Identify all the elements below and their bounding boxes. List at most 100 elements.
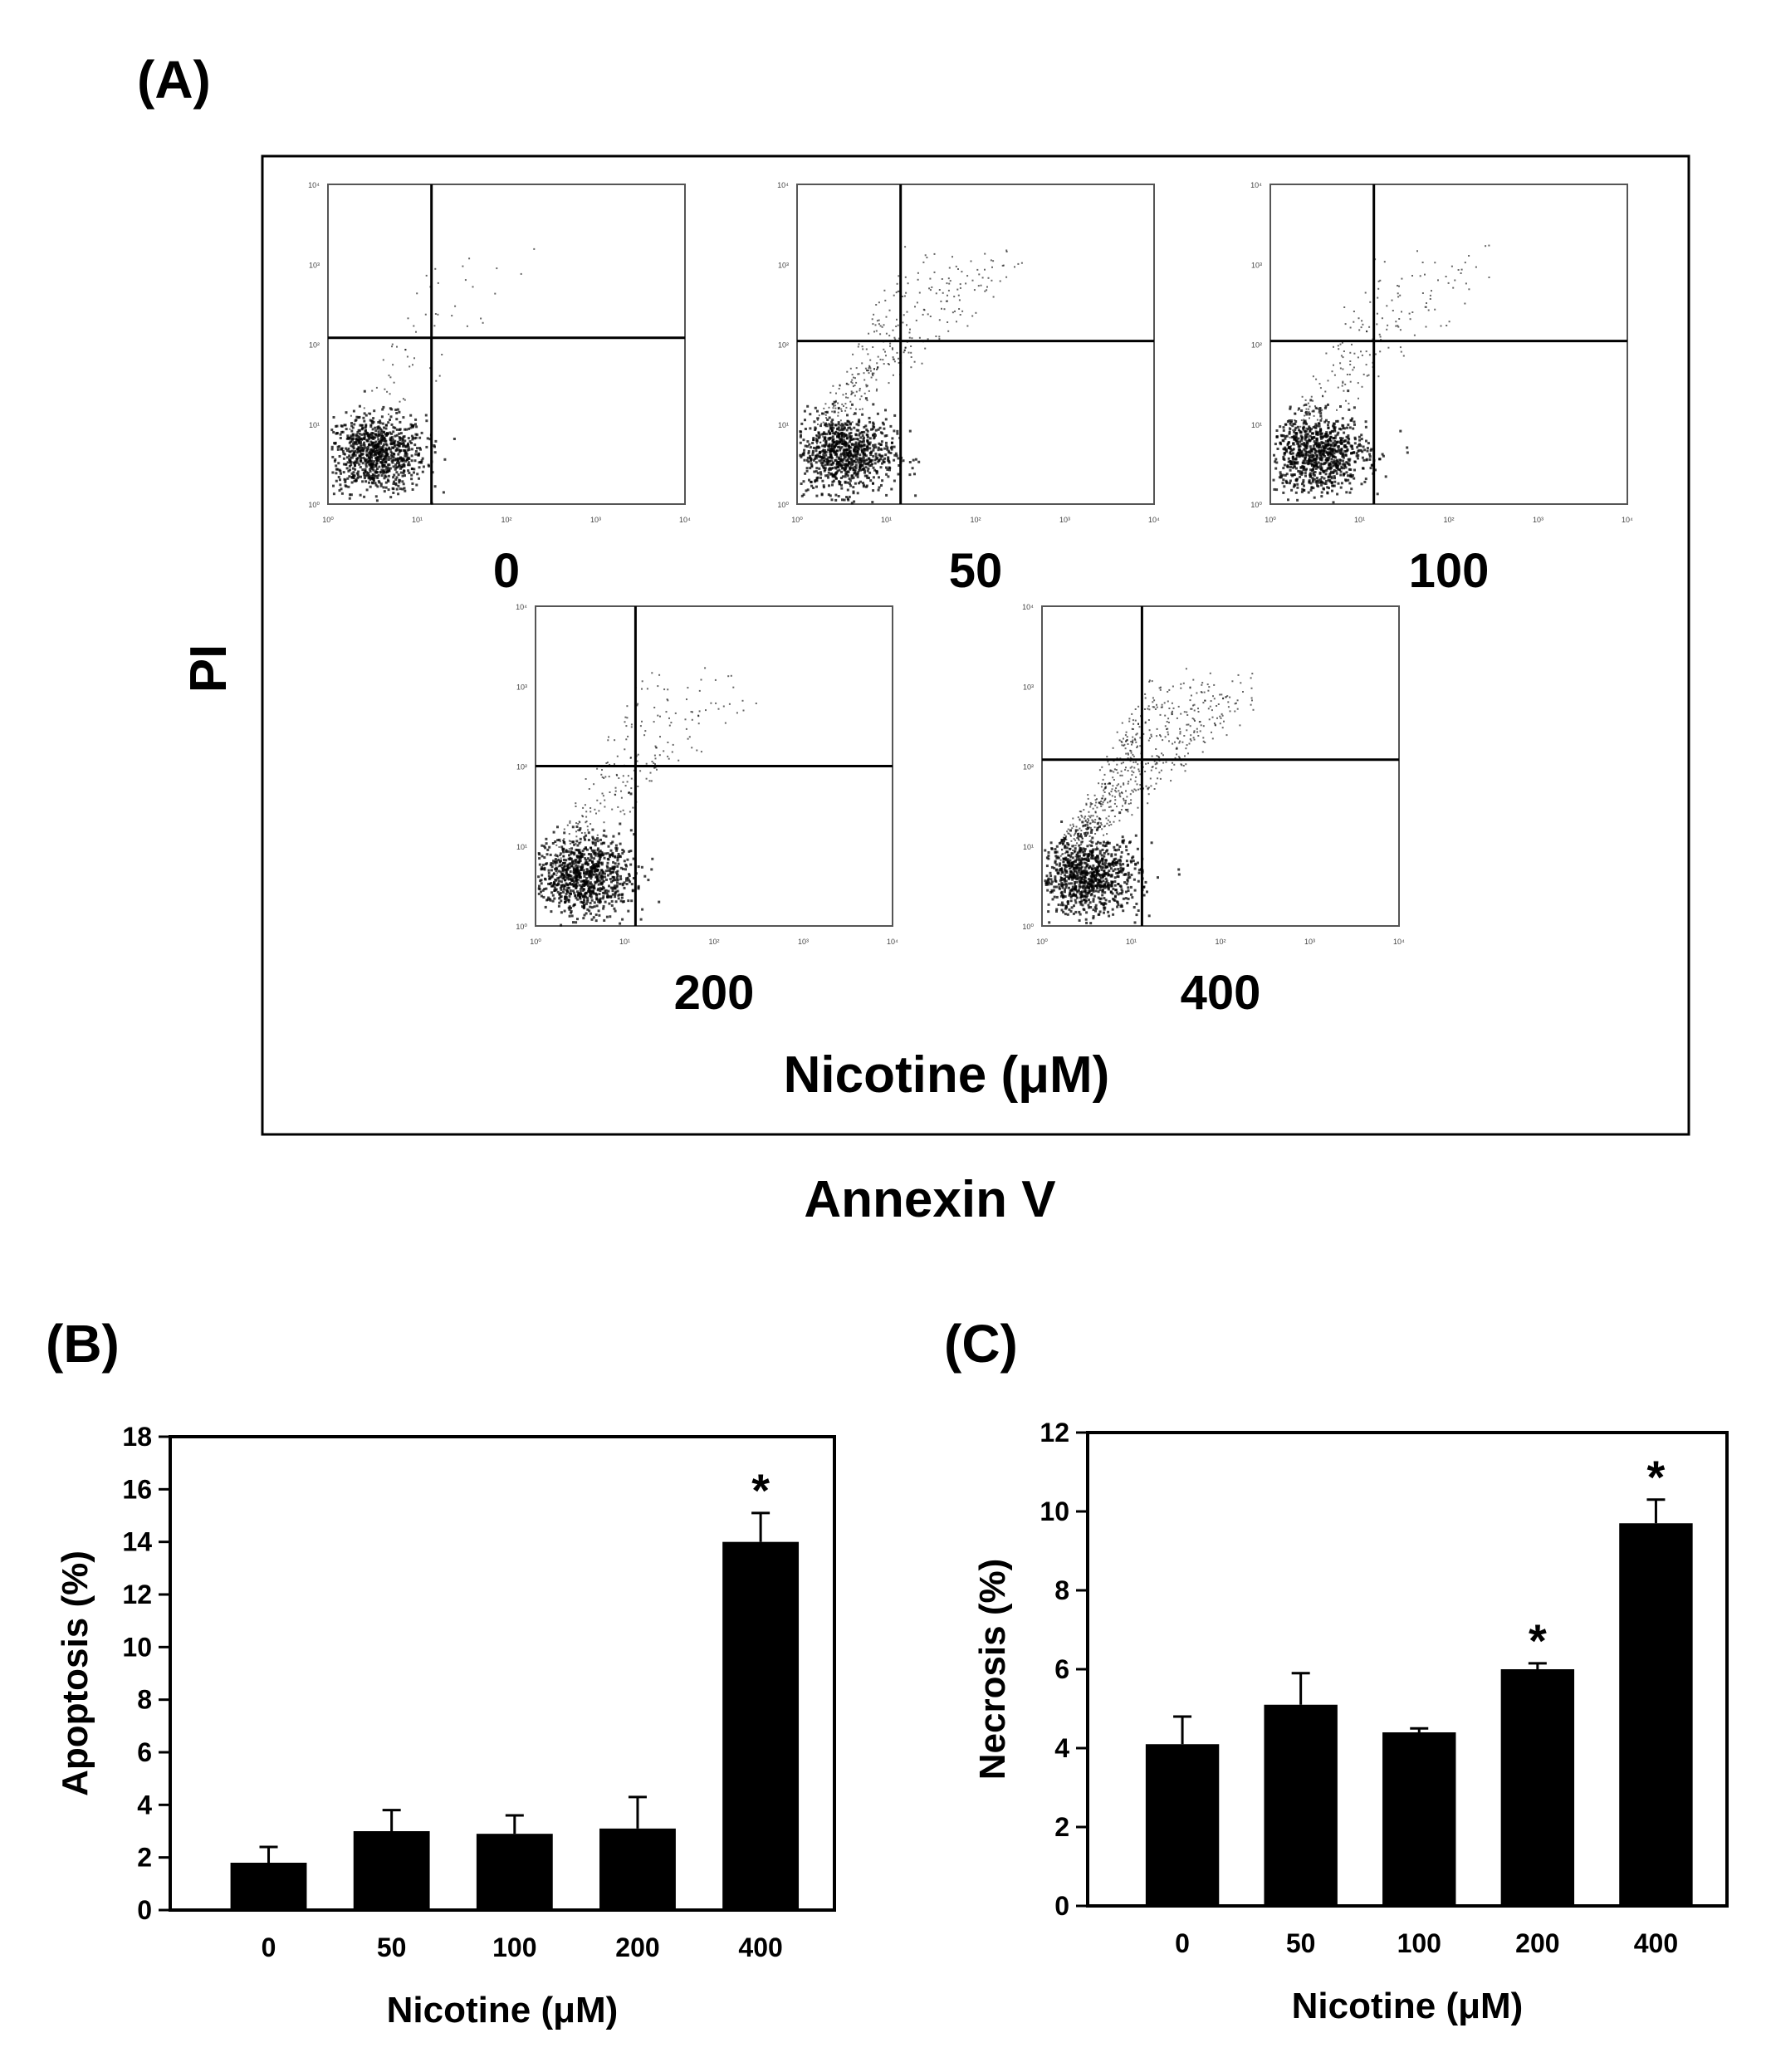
dot-plot-y-tick-label: 10⁰ xyxy=(1250,501,1262,509)
y-tick-label: 18 xyxy=(122,1422,152,1452)
apoptosis-bar-chart: 0 2 4 6 8 10 12 14 16 18 0 50 100 200 * 400 Nicotine (μM… xyxy=(55,1422,836,2030)
dot-plot-y-tick-label: 10⁴ xyxy=(1250,181,1262,189)
y-tick-label: 10 xyxy=(1040,1496,1069,1526)
nicotine-concentration-label: Nicotine (μM) xyxy=(784,1046,1110,1104)
dot-plot-y-tick-label: 10³ xyxy=(309,261,320,269)
dot-plot-concentration-label: 50 xyxy=(949,544,1003,598)
dot-plot-y-tick-label: 10⁴ xyxy=(1022,603,1034,611)
dot-plot-x-tick-label: 10¹ xyxy=(1354,516,1365,524)
dot-plot-events xyxy=(1272,244,1490,504)
dot-plot-y-tick-label: 10² xyxy=(516,763,527,771)
dot-plot-frame xyxy=(1269,184,1628,505)
bar xyxy=(722,1541,800,1910)
dot-plot-x-tick-label: 10² xyxy=(970,516,981,524)
dot-plot-y-tick-label: 10² xyxy=(1251,341,1262,350)
dot-plot-events xyxy=(537,667,757,927)
dot-plot-frame xyxy=(327,184,686,505)
y-tick-label: 6 xyxy=(137,1737,152,1767)
dot-plot-y-tick-label: 10¹ xyxy=(516,843,527,851)
bar xyxy=(476,1834,553,1910)
y-tick-label: 12 xyxy=(122,1580,152,1609)
x-tick-label: 400 xyxy=(738,1932,782,1962)
bar xyxy=(1500,1669,1575,1906)
dot-plot-frame xyxy=(796,184,1155,505)
dot-plot-x-tick-label: 10¹ xyxy=(881,516,892,524)
dot-plot-events xyxy=(1044,668,1255,925)
necrosis-bar-chart: 0 2 4 6 8 10 12 0 50 100 * 200 * 400 Nicotine (μM) Necr… xyxy=(972,1418,1729,2026)
dot-plot-y-tick-label: 10³ xyxy=(778,261,789,269)
y-tick-label: 10 xyxy=(122,1632,152,1662)
y-tick-label: 8 xyxy=(137,1685,152,1715)
panel-a-letter: (A) xyxy=(137,50,211,110)
y-axis-title: Necrosis (%) xyxy=(972,1559,1013,1781)
dot-plot-concentration-label: 100 xyxy=(1409,544,1490,598)
dot-plot-y-tick-label: 10³ xyxy=(1023,683,1034,691)
x-tick-label: 100 xyxy=(492,1932,536,1962)
x-tick-label: 200 xyxy=(615,1932,659,1962)
dot-plot-concentration-label: 400 xyxy=(1181,966,1261,1020)
bar xyxy=(1145,1744,1220,1906)
dot-plot-y-tick-label: 10¹ xyxy=(1023,843,1034,851)
dot-plot-x-tick-label: 10² xyxy=(1215,938,1225,946)
dot-plot-x-tick-label: 10⁴ xyxy=(679,516,691,524)
dot-plot-y-tick-label: 10⁰ xyxy=(777,501,789,509)
dot-plot-x-tick-label: 10² xyxy=(708,938,719,946)
dot-plot-x-tick-label: 10¹ xyxy=(619,938,630,946)
dot-plot-y-tick-label: 10¹ xyxy=(1251,421,1262,429)
dot-plot-x-tick-label: 10⁴ xyxy=(1393,938,1405,946)
dot-plot-y-tick-label: 10⁴ xyxy=(777,181,789,189)
dot-plot-x-tick-label: 10¹ xyxy=(412,516,423,524)
dot-plot-x-tick-label: 10⁴ xyxy=(887,938,898,946)
dot-plot-y-tick-label: 10⁴ xyxy=(308,181,320,189)
dot-plot-y-tick-label: 10⁰ xyxy=(1022,923,1034,931)
y-tick-label: 0 xyxy=(1054,1891,1069,1921)
y-tick-label: 8 xyxy=(1054,1575,1069,1605)
bar xyxy=(1264,1704,1338,1906)
panel-b-letter: (B) xyxy=(46,1314,120,1374)
dot-plot-y-tick-label: 10³ xyxy=(1251,261,1262,269)
bar xyxy=(1382,1732,1456,1906)
dot-plot-concentration-label: 0 xyxy=(493,544,520,598)
dot-plot-x-tick-label: 10⁰ xyxy=(322,516,334,524)
x-axis-title: Nicotine (μM) xyxy=(387,1990,619,2030)
dot-plot-frame xyxy=(1041,605,1400,927)
dot-plot-y-tick-label: 10² xyxy=(778,341,789,350)
x-tick-label: 200 xyxy=(1515,1928,1559,1958)
dot-plot-x-tick-label: 10² xyxy=(501,516,511,524)
y-axis-title: Apoptosis (%) xyxy=(55,1550,95,1796)
dot-plot-y-tick-label: 10⁰ xyxy=(308,501,320,509)
bar xyxy=(1619,1523,1693,1906)
dot-plot-x-tick-label: 10⁰ xyxy=(530,938,541,946)
panel-a-frame xyxy=(261,154,1690,1136)
x-tick-label: 0 xyxy=(262,1932,276,1962)
dot-plot-x-tick-label: 10³ xyxy=(1533,516,1543,524)
y-tick-label: 0 xyxy=(137,1895,152,1925)
y-tick-label: 6 xyxy=(1054,1654,1069,1684)
dot-plot-x-tick-label: 10³ xyxy=(590,516,601,524)
dot-plot-events xyxy=(330,247,536,505)
dot-plot-y-tick-label: 10³ xyxy=(516,683,527,691)
dot-plot-y-tick-label: 10⁴ xyxy=(516,603,527,611)
x-tick-label: 100 xyxy=(1397,1928,1441,1958)
flow-cytometry-plots: 10⁰10⁰10¹10¹10²10²10³10³10⁴10⁴010⁰10⁰10¹… xyxy=(308,181,1633,1020)
dot-plot-concentration-label: 200 xyxy=(674,966,755,1020)
y-tick-label: 14 xyxy=(122,1527,152,1557)
bar xyxy=(230,1863,307,1910)
dot-plot-x-tick-label: 10² xyxy=(1443,516,1454,524)
annexin-v-label: Annexin V xyxy=(804,1171,1055,1228)
dot-plot-y-tick-label: 10¹ xyxy=(778,421,789,429)
dot-plot-x-tick-label: 10¹ xyxy=(1126,938,1137,946)
x-tick-label: 50 xyxy=(377,1932,407,1962)
dot-plot-y-tick-label: 10¹ xyxy=(309,421,320,429)
bar xyxy=(599,1828,676,1910)
dot-plot-x-tick-label: 10⁴ xyxy=(1622,516,1633,524)
pi-axis-label: PI xyxy=(180,644,237,693)
y-tick-label: 2 xyxy=(137,1843,152,1873)
dot-plot-x-tick-label: 10⁰ xyxy=(1265,516,1276,524)
dot-plot-x-tick-label: 10³ xyxy=(1059,516,1070,524)
